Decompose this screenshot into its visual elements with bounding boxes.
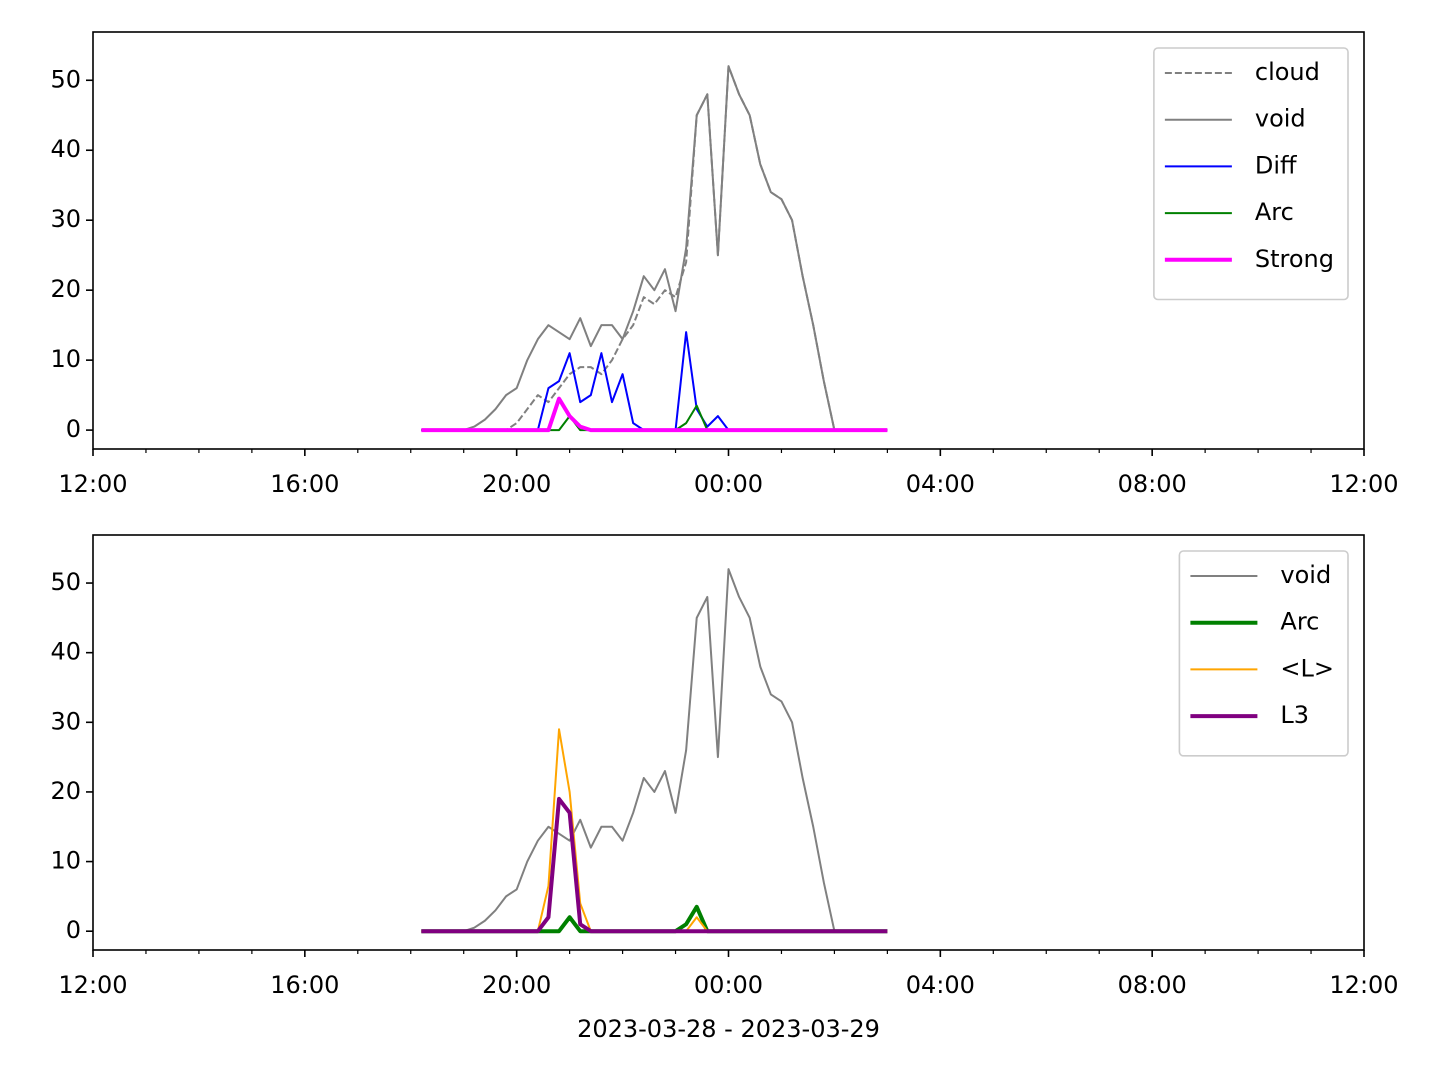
series-line: [421, 65, 888, 432]
x-tick-label: 16:00: [270, 470, 339, 498]
series-line: [421, 796, 888, 934]
y-tick-label: 40: [50, 135, 81, 163]
legend-box: [1153, 47, 1349, 301]
y-tick-label: 50: [50, 65, 81, 93]
y-tick-label: 10: [50, 345, 81, 373]
axes: 0 10 20 30 40 50 12:00 16:00 20:00 00:00 04:00 08:0…: [50, 31, 1399, 498]
y-tick-label: 0: [66, 916, 81, 944]
legend-box: [1178, 550, 1349, 757]
plot-area: [421, 568, 888, 934]
series-line: [421, 396, 888, 433]
y-tick-label: 40: [50, 638, 81, 666]
legend-label: void: [1255, 105, 1306, 133]
legend-label: void: [1280, 561, 1331, 589]
x-tick-label: 04:00: [906, 470, 975, 498]
x-tick-label: 00:00: [694, 470, 763, 498]
x-tick-label: 20:00: [482, 971, 551, 999]
y-tick-label: 0: [66, 415, 81, 443]
x-axis-label: 2023-03-28 - 2023-03-29: [577, 1015, 880, 1043]
axes-frame: [92, 534, 1365, 951]
x-tick-label: 12:00: [1329, 971, 1398, 999]
x-tick-label: 12:00: [58, 470, 127, 498]
axes: 0 10 20 30 40 50 12:00 16:00 20:00 00:00 04:00 08:0…: [50, 534, 1399, 1043]
x-tick-label: 00:00: [694, 971, 763, 999]
y-tick-label: 10: [50, 847, 81, 875]
x-tick-label: 08:00: [1118, 971, 1187, 999]
series-line: [421, 568, 888, 933]
y-tick-label: 30: [50, 205, 81, 233]
x-tick-label: 16:00: [270, 971, 339, 999]
legend: cloud void Diff Arc Strong: [1153, 47, 1349, 301]
y-tick-label: 30: [50, 707, 81, 735]
x-tick-label: 08:00: [1118, 470, 1187, 498]
legend: void Arc <L> L3: [1178, 550, 1349, 757]
x-tick-label: 12:00: [1329, 470, 1398, 498]
y-tick-label: 50: [50, 568, 81, 596]
y-tick-label: 20: [50, 777, 81, 805]
legend-label: Arc: [1280, 608, 1319, 636]
x-tick-label: 04:00: [906, 971, 975, 999]
legend-label: Arc: [1255, 198, 1294, 226]
axes-frame: [92, 31, 1365, 450]
legend-label: <L>: [1280, 654, 1334, 682]
legend-label: Diff: [1255, 151, 1297, 179]
x-tick-label: 12:00: [58, 971, 127, 999]
legend-label: Strong: [1255, 245, 1334, 273]
x-tick-label: 20:00: [482, 470, 551, 498]
y-tick-label: 20: [50, 275, 81, 303]
legend-label: cloud: [1255, 58, 1320, 86]
plot-area: [421, 65, 888, 433]
legend-label: L3: [1280, 701, 1309, 729]
